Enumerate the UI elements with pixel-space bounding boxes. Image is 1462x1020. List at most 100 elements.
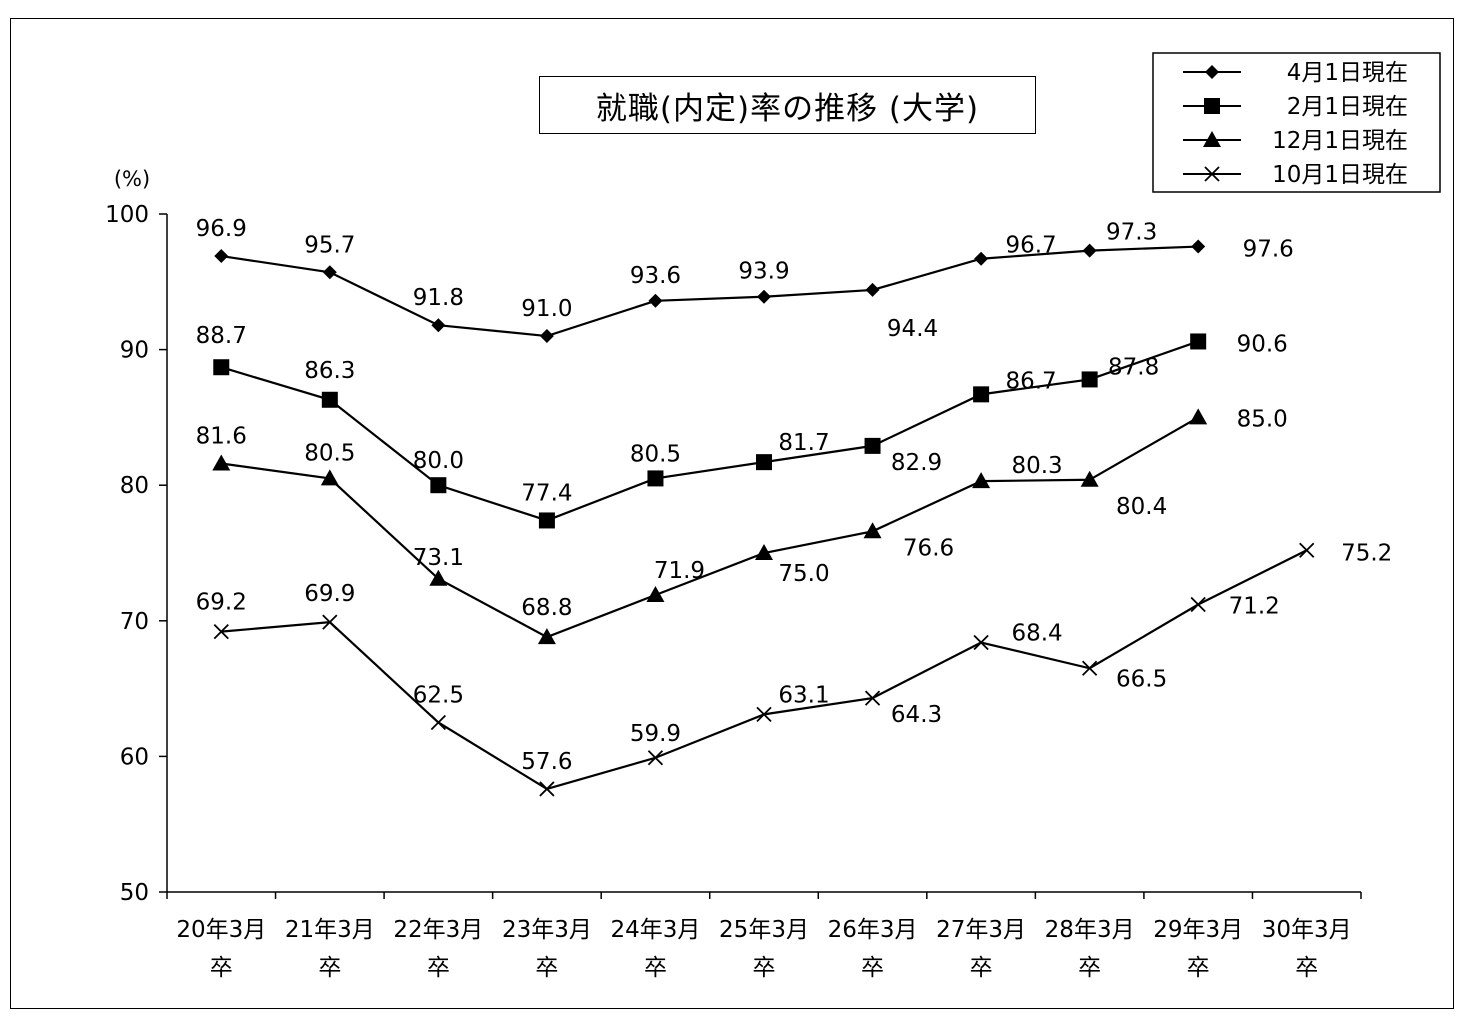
data-point-triangle xyxy=(646,586,665,603)
data-label: 80.4 xyxy=(1116,494,1167,520)
legend-label: 12月1日現在 xyxy=(1272,128,1408,154)
data-label: 69.9 xyxy=(304,581,355,607)
data-point-diamond xyxy=(865,282,880,297)
data-point-x xyxy=(430,714,447,731)
data-label: 95.7 xyxy=(304,232,355,258)
y-tick-label: 100 xyxy=(105,202,149,228)
data-point-x xyxy=(1190,596,1206,613)
y-axis-label: (%) xyxy=(114,167,150,191)
series-3 xyxy=(212,408,1208,645)
data-point-diamond xyxy=(431,318,446,333)
legend-box xyxy=(1152,52,1441,193)
data-point-triangle xyxy=(1203,131,1221,147)
x-tick-label: 21年3月 xyxy=(285,917,375,943)
data-label: 71.2 xyxy=(1229,594,1280,620)
x-tick-label: 24年3月 xyxy=(611,917,701,943)
data-point-triangle xyxy=(972,472,991,489)
y-tick-label: 90 xyxy=(120,338,149,364)
data-point-x xyxy=(1299,542,1315,558)
data-label: 73.1 xyxy=(413,545,464,571)
legend-entry: 4月1日現在 xyxy=(1183,60,1408,86)
data-label: 75.0 xyxy=(778,561,829,587)
data-label: 82.9 xyxy=(891,450,942,476)
data-label: 69.2 xyxy=(196,590,247,616)
data-point-diamond xyxy=(648,293,663,308)
x-tick-label: 20年3月 xyxy=(176,917,266,943)
data-point-triangle xyxy=(212,454,231,471)
data-point-x xyxy=(1204,166,1220,182)
y-tick-label: 80 xyxy=(120,473,149,499)
data-label: 75.2 xyxy=(1341,540,1392,566)
data-label: 57.6 xyxy=(521,749,572,775)
x-tick-label: 26年3月 xyxy=(828,917,918,943)
x-tick-label: 30年3月 xyxy=(1262,917,1352,943)
data-point-square xyxy=(864,437,881,454)
series-1 xyxy=(214,239,1206,344)
data-point-triangle xyxy=(429,569,448,586)
data-label: 80.0 xyxy=(413,448,464,474)
data-label: 81.7 xyxy=(778,430,829,456)
data-label: 93.6 xyxy=(630,263,681,289)
data-point-x xyxy=(322,614,338,630)
data-label: 62.5 xyxy=(413,683,464,709)
data-label: 97.6 xyxy=(1243,237,1294,263)
data-point-square xyxy=(756,454,772,471)
data-point-diamond xyxy=(539,329,554,344)
data-label: 68.8 xyxy=(521,595,572,621)
x-tick-label: 卒 xyxy=(427,955,450,981)
legend-label: 10月1日現在 xyxy=(1272,162,1408,188)
data-point-square xyxy=(213,359,230,376)
data-label: 63.1 xyxy=(778,682,829,708)
data-point-triangle xyxy=(1189,408,1208,425)
data-point-square xyxy=(647,470,664,487)
legend-label: 4月1日現在 xyxy=(1287,60,1408,86)
data-label: 94.4 xyxy=(887,316,938,342)
data-point-triangle xyxy=(863,522,882,539)
y-tick-label: 50 xyxy=(120,880,149,906)
data-point-diamond xyxy=(974,251,989,266)
series-line xyxy=(220,340,1199,522)
x-tick-label: 25年3月 xyxy=(719,917,809,943)
data-point-x xyxy=(756,706,772,723)
series-4 xyxy=(213,542,1315,797)
data-point-square xyxy=(1190,333,1207,350)
data-point-square xyxy=(430,477,447,494)
y-tick-label: 60 xyxy=(120,744,149,770)
legend-entry: 10月1日現在 xyxy=(1183,162,1408,188)
x-tick-label: 卒 xyxy=(535,955,558,981)
data-point-x xyxy=(647,750,664,766)
x-tick-label: 卒 xyxy=(1295,955,1318,981)
data-label: 76.6 xyxy=(903,535,954,561)
data-label: 80.5 xyxy=(304,440,355,466)
x-tick-label: 卒 xyxy=(1078,955,1101,981)
chart-frame xyxy=(10,18,1454,1009)
data-point-square xyxy=(973,386,990,403)
data-point-diamond xyxy=(1205,65,1219,79)
x-tick-label: 29年3月 xyxy=(1153,917,1243,943)
data-point-triangle xyxy=(755,544,773,560)
data-point-square xyxy=(1081,371,1098,388)
data-label: 64.3 xyxy=(891,702,942,728)
data-point-x xyxy=(973,634,989,651)
legend-entry: 2月1日現在 xyxy=(1183,94,1408,120)
data-point-triangle xyxy=(320,469,339,486)
x-tick-label: 卒 xyxy=(861,955,884,981)
data-label: 80.3 xyxy=(1011,453,1062,479)
data-point-diamond xyxy=(757,289,771,304)
x-tick-label: 卒 xyxy=(753,955,776,981)
data-point-square xyxy=(1204,98,1220,114)
data-point-square xyxy=(538,512,555,529)
data-point-triangle xyxy=(537,628,556,645)
y-tick-label: 70 xyxy=(120,609,149,635)
series-2 xyxy=(213,333,1207,529)
data-point-square xyxy=(321,391,338,408)
data-label: 68.4 xyxy=(1011,620,1062,646)
data-point-diamond xyxy=(214,249,229,264)
data-label: 86.7 xyxy=(1005,368,1056,394)
data-label: 91.0 xyxy=(521,296,572,322)
series-line xyxy=(221,416,1199,639)
data-point-x xyxy=(864,690,881,706)
x-tick-label: 卒 xyxy=(318,955,341,981)
data-label: 81.6 xyxy=(196,424,247,450)
